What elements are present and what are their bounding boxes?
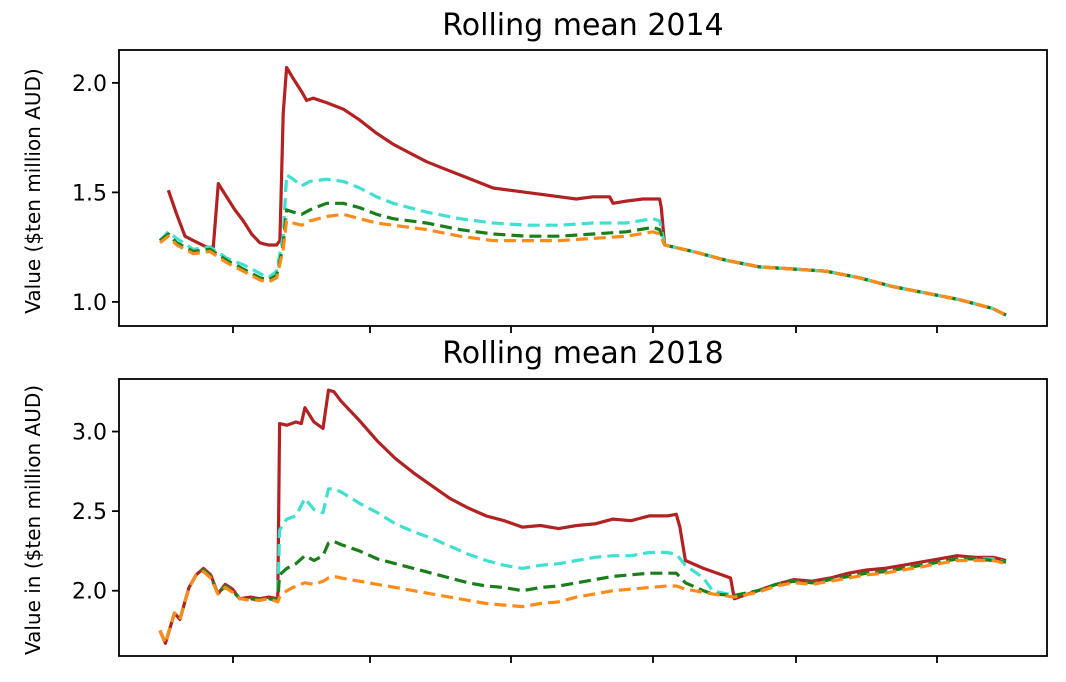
series-line-0 bbox=[166, 65, 1007, 317]
series-line-3 bbox=[159, 212, 1007, 317]
plot-frame bbox=[118, 378, 1048, 657]
axis-ticks: 1.0 1.5 2.0 bbox=[72, 72, 938, 333]
y-tick-label: 3.0 bbox=[72, 421, 107, 446]
y-tick-label: 2.0 bbox=[72, 72, 107, 97]
chart-title: Rolling mean 2018 bbox=[442, 336, 723, 371]
panel-rolling-mean-2018: Rolling mean 2018 Value in ($ten million… bbox=[21, 336, 1048, 663]
y-axis-label: Value in ($ten million AUD) bbox=[21, 385, 45, 655]
y-axis-label: Value ($ten million AUD) bbox=[21, 68, 45, 314]
series-line-1 bbox=[158, 487, 1007, 645]
y-tick-label: 1.0 bbox=[72, 291, 107, 316]
series-layer bbox=[158, 388, 1007, 645]
series-line-3 bbox=[158, 558, 1007, 645]
chart-title: Rolling mean 2014 bbox=[442, 8, 723, 43]
series-layer bbox=[158, 65, 1007, 317]
series-line-0 bbox=[158, 388, 1007, 645]
y-tick-label: 2.5 bbox=[72, 500, 107, 525]
y-tick-label: 1.5 bbox=[72, 181, 107, 206]
axis-ticks: 2.0 2.5 3.0 bbox=[72, 421, 938, 663]
y-tick-label: 2.0 bbox=[72, 580, 107, 605]
plot-frame bbox=[118, 49, 1048, 327]
series-line-1 bbox=[158, 173, 1007, 317]
panel-rolling-mean-2014: Rolling mean 2014 Value ($ten million AU… bbox=[21, 8, 1048, 333]
